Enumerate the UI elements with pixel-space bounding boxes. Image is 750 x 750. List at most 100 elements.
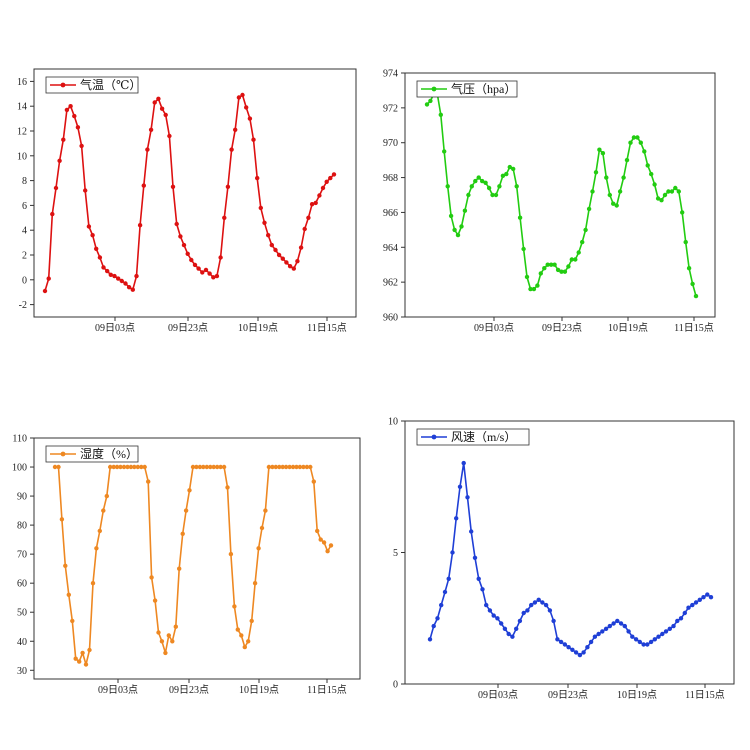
data-point bbox=[290, 464, 296, 470]
data-point bbox=[645, 163, 650, 168]
data-point bbox=[42, 288, 48, 294]
data-point bbox=[630, 634, 635, 639]
data-point bbox=[52, 464, 58, 470]
data-point bbox=[97, 528, 103, 534]
legend-marker-sample bbox=[60, 82, 66, 88]
data-point bbox=[232, 604, 237, 609]
data-point bbox=[306, 215, 311, 220]
y-tick-label: 968 bbox=[383, 173, 398, 184]
data-point bbox=[180, 531, 185, 536]
data-point bbox=[259, 525, 265, 531]
data-point bbox=[79, 143, 84, 149]
data-point bbox=[295, 259, 300, 264]
data-point bbox=[480, 178, 485, 184]
data-point bbox=[325, 549, 330, 554]
data-point bbox=[101, 265, 106, 270]
data-point bbox=[174, 221, 179, 227]
data-point bbox=[656, 634, 661, 639]
data-point bbox=[577, 652, 583, 658]
x-tick-label: 10日19点 bbox=[238, 322, 278, 334]
data-point bbox=[125, 464, 130, 470]
plot-frame bbox=[33, 68, 357, 318]
data-point bbox=[97, 255, 103, 260]
y-tick-label: 962 bbox=[383, 278, 398, 289]
data-point bbox=[294, 464, 299, 470]
series-line bbox=[44, 94, 335, 292]
data-point bbox=[683, 239, 688, 245]
data-point bbox=[119, 278, 125, 284]
data-point bbox=[190, 464, 196, 470]
data-point bbox=[249, 618, 254, 624]
data-point bbox=[72, 113, 77, 119]
data-point bbox=[304, 464, 310, 470]
data-point bbox=[514, 184, 519, 189]
data-point bbox=[108, 464, 113, 470]
data-point bbox=[690, 281, 695, 287]
data-point bbox=[493, 192, 499, 198]
x-tick-label: 09日23点 bbox=[168, 322, 208, 334]
y-tick-label: 70 bbox=[17, 550, 27, 561]
data-point bbox=[244, 105, 249, 110]
data-point bbox=[256, 546, 261, 551]
x-tick-label: 10日19点 bbox=[608, 322, 648, 334]
data-point bbox=[148, 127, 154, 132]
data-point bbox=[128, 464, 134, 470]
data-point bbox=[448, 213, 454, 219]
data-point bbox=[473, 178, 478, 184]
y-tick-label: 40 bbox=[17, 637, 27, 648]
data-point bbox=[521, 610, 526, 616]
data-point bbox=[502, 626, 508, 631]
data-point bbox=[236, 95, 242, 100]
data-point bbox=[524, 274, 530, 280]
data-point bbox=[697, 597, 702, 602]
data-point bbox=[624, 157, 630, 163]
data-point bbox=[500, 173, 506, 178]
data-point bbox=[141, 183, 146, 188]
data-point bbox=[183, 508, 189, 513]
data-point bbox=[693, 600, 699, 605]
data-point bbox=[708, 595, 714, 600]
data-point bbox=[132, 464, 137, 470]
data-point bbox=[439, 602, 444, 608]
x-tick-label: 09日03点 bbox=[474, 322, 514, 334]
data-point bbox=[287, 264, 293, 269]
data-point bbox=[317, 193, 322, 198]
data-point bbox=[207, 271, 212, 276]
data-point bbox=[655, 196, 661, 201]
data-point bbox=[514, 626, 519, 631]
data-point bbox=[200, 270, 205, 275]
data-point bbox=[311, 479, 316, 484]
data-point bbox=[83, 188, 88, 193]
data-point bbox=[235, 627, 240, 632]
y-tick-label: 0 bbox=[393, 680, 398, 691]
data-point bbox=[139, 464, 144, 470]
data-point bbox=[68, 104, 73, 109]
legend-label: 气压（hpa） bbox=[451, 81, 516, 96]
data-point bbox=[459, 224, 464, 229]
data-point bbox=[615, 618, 620, 624]
data-point bbox=[302, 226, 307, 232]
data-point bbox=[90, 581, 96, 586]
data-point bbox=[536, 597, 541, 602]
legend-box bbox=[416, 428, 530, 446]
x-tick-label: 11日15点 bbox=[685, 689, 725, 701]
data-point bbox=[542, 266, 547, 271]
data-point bbox=[94, 546, 99, 551]
data-point bbox=[438, 112, 443, 118]
data-point bbox=[573, 650, 579, 655]
data-point bbox=[269, 242, 274, 248]
data-point bbox=[192, 262, 198, 268]
data-point bbox=[562, 269, 568, 274]
data-point bbox=[435, 616, 440, 621]
data-point bbox=[163, 650, 168, 656]
legend: 气压（hpa） bbox=[416, 80, 518, 98]
x-tick-label: 11日15点 bbox=[307, 684, 347, 696]
data-point bbox=[428, 98, 433, 104]
legend: 气温（℃） bbox=[45, 76, 141, 94]
data-point bbox=[686, 266, 692, 271]
data-point bbox=[142, 464, 147, 470]
data-point bbox=[146, 479, 151, 484]
data-point bbox=[87, 647, 92, 653]
data-point bbox=[427, 637, 433, 642]
data-point bbox=[596, 631, 601, 637]
